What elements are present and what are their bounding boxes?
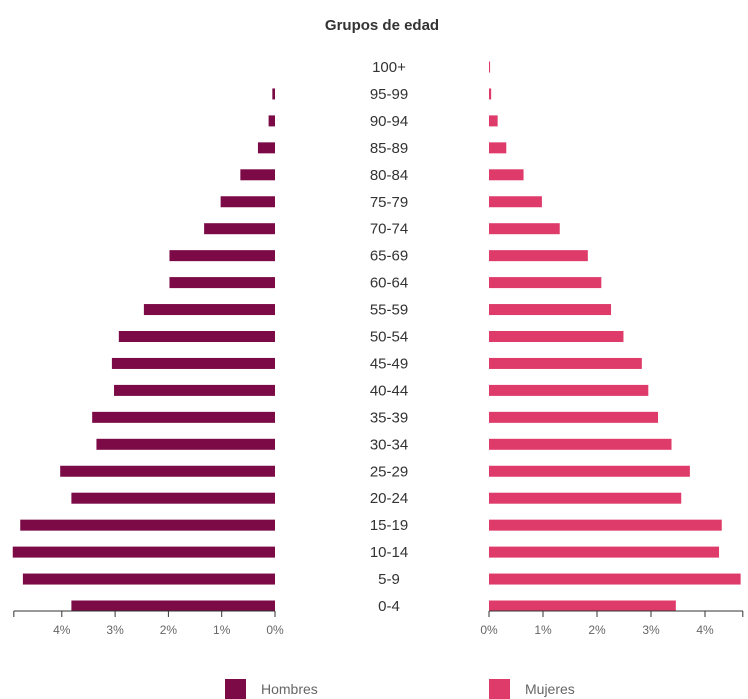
- right-axis-tick-label: 2%: [588, 623, 606, 637]
- bar-hombres[interactable]: [240, 169, 275, 181]
- bar-mujeres[interactable]: [489, 277, 602, 289]
- age-group-label: 40-44: [370, 382, 408, 399]
- bar-mujeres[interactable]: [489, 250, 588, 262]
- bar-hombres[interactable]: [96, 438, 275, 450]
- chart-title: Grupos de edad: [325, 17, 439, 34]
- age-group-label: 65-69: [370, 248, 408, 265]
- bar-mujeres[interactable]: [489, 573, 741, 585]
- legend-swatch: [489, 679, 510, 699]
- bar-mujeres[interactable]: [489, 357, 642, 369]
- bar-mujeres[interactable]: [489, 196, 542, 208]
- bar-mujeres[interactable]: [489, 304, 612, 316]
- bar-mujeres[interactable]: [489, 438, 672, 450]
- bar-hombres[interactable]: [118, 331, 276, 342]
- bar-mujeres[interactable]: [489, 465, 690, 477]
- age-group-label: 60-64: [370, 275, 408, 292]
- bar-mujeres[interactable]: [489, 519, 722, 531]
- age-group-label: 45-49: [370, 355, 408, 372]
- bar-hombres[interactable]: [92, 411, 275, 423]
- bar-hombres[interactable]: [143, 304, 275, 316]
- bar-mujeres[interactable]: [489, 223, 560, 235]
- left-axis-tick-label: 2%: [160, 623, 178, 637]
- bar-hombres[interactable]: [257, 142, 275, 154]
- age-group-label: 85-89: [370, 140, 408, 157]
- bar-mujeres[interactable]: [489, 169, 524, 181]
- bar-hombres[interactable]: [220, 196, 275, 208]
- bar-hombres[interactable]: [12, 546, 275, 558]
- right-axis-tick-label: 4%: [696, 623, 714, 637]
- age-group-label: 95-99: [370, 86, 408, 103]
- bar-mujeres[interactable]: [489, 600, 676, 612]
- bar-mujeres[interactable]: [489, 88, 492, 100]
- age-group-label: 10-14: [370, 544, 408, 561]
- left-axis-tick-label: 0%: [266, 623, 284, 637]
- age-group-label: 5-9: [378, 571, 400, 588]
- bar-hombres[interactable]: [111, 357, 275, 369]
- right-axis-tick-label: 0%: [480, 623, 498, 637]
- left-axis-tick-label: 4%: [53, 623, 71, 637]
- bar-hombres[interactable]: [204, 223, 275, 235]
- age-group-label: 70-74: [370, 221, 408, 238]
- bar-hombres[interactable]: [20, 519, 276, 531]
- age-group-label: 100+: [372, 59, 406, 76]
- bar-hombres[interactable]: [22, 573, 275, 585]
- age-group-label: 25-29: [370, 463, 408, 480]
- bar-mujeres[interactable]: [489, 142, 507, 154]
- right-axis-tick-label: 3%: [642, 623, 660, 637]
- age-group-label: 0-4: [378, 598, 400, 615]
- bar-mujeres[interactable]: [489, 384, 649, 396]
- legend-hombres[interactable]: Hombres: [225, 679, 318, 699]
- age-group-label: 35-39: [370, 409, 408, 426]
- bar-mujeres[interactable]: [489, 492, 682, 504]
- bar-mujeres[interactable]: [489, 115, 498, 127]
- bar-hombres[interactable]: [71, 492, 275, 504]
- age-group-label: 20-24: [370, 490, 408, 507]
- bar-hombres[interactable]: [272, 88, 275, 100]
- legend-swatch: [225, 679, 246, 699]
- age-group-label: 30-34: [370, 436, 408, 453]
- left-axis-tick-label: 3%: [106, 623, 124, 637]
- legend-mujeres[interactable]: Mujeres: [489, 679, 575, 699]
- age-group-label: 80-84: [370, 167, 408, 184]
- bar-hombres[interactable]: [60, 465, 275, 477]
- age-group-label: 75-79: [370, 194, 408, 211]
- bar-hombres[interactable]: [169, 277, 275, 289]
- bar-hombres[interactable]: [114, 384, 275, 396]
- legend-label: Hombres: [261, 681, 318, 697]
- age-group-label: 15-19: [370, 517, 408, 534]
- legend-label: Mujeres: [525, 681, 575, 697]
- age-group-label: 50-54: [370, 329, 408, 346]
- age-group-label: 90-94: [370, 113, 408, 130]
- bar-mujeres[interactable]: [489, 61, 491, 73]
- bar-mujeres[interactable]: [489, 411, 659, 423]
- bar-hombres[interactable]: [169, 250, 275, 262]
- bar-hombres[interactable]: [71, 600, 275, 612]
- bar-hombres[interactable]: [268, 115, 275, 127]
- age-group-label: 55-59: [370, 302, 408, 319]
- right-axis-tick-label: 1%: [534, 623, 552, 637]
- bar-mujeres[interactable]: [489, 546, 720, 558]
- left-axis-tick-label: 1%: [213, 623, 231, 637]
- bar-mujeres[interactable]: [489, 331, 624, 342]
